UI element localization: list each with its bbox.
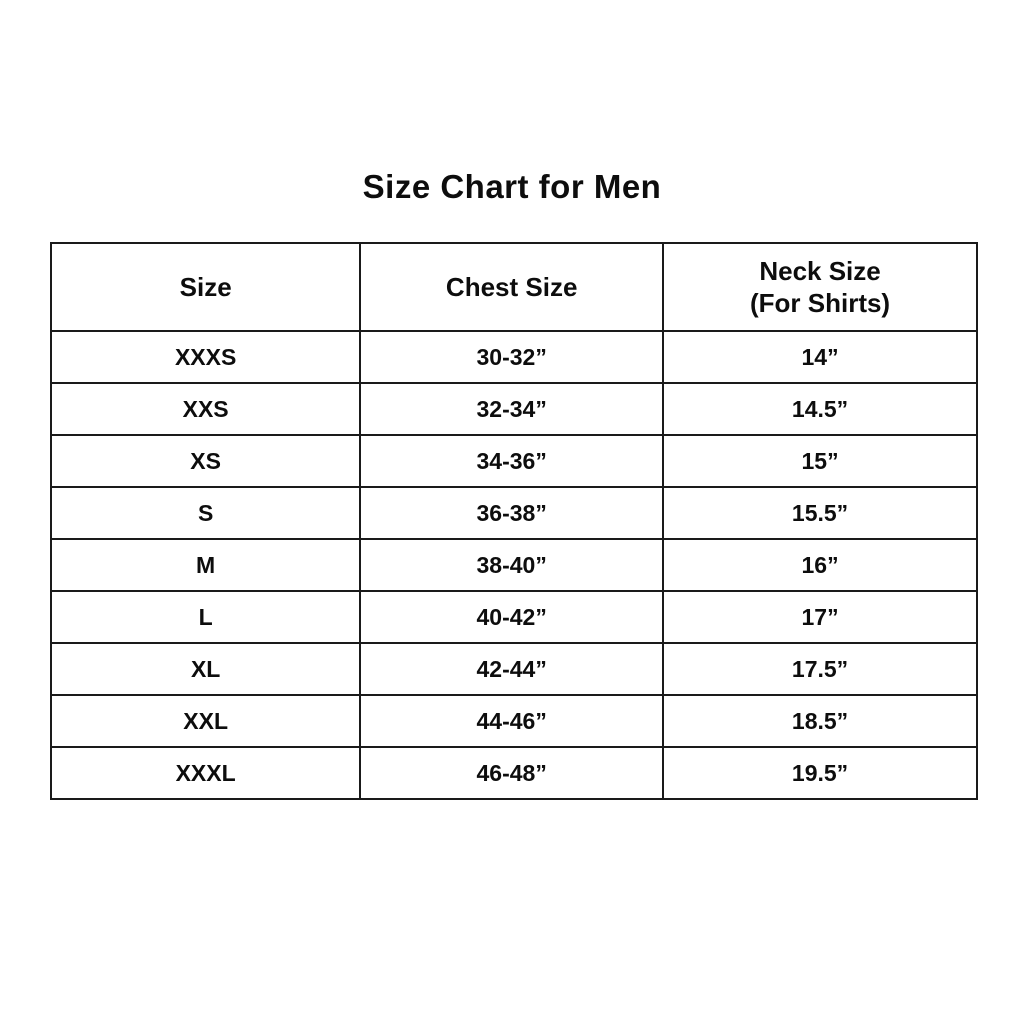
neck-size-cell: 16” [662,538,978,592]
table-header-row: Size Chest Size Neck Size (For Shirts) [49,242,978,332]
chest-size-cell: 40-42” [359,590,665,644]
chest-size-cell: 38-40” [359,538,665,592]
page-title: Size Chart for Men [362,168,662,205]
table-row: S 36-38” 15.5” [49,486,978,540]
column-header-neck-size: Neck Size (For Shirts) [662,242,978,332]
size-cell: L [49,590,362,644]
table-row: L 40-42” 17” [49,590,978,644]
size-chart-table: Size Chest Size Neck Size (For Shirts) X… [49,242,978,800]
neck-size-cell: 14” [662,330,978,384]
table-row: XXXS 30-32” 14” [49,330,978,384]
neck-size-cell: 17” [662,590,978,644]
neck-size-cell: 18.5” [662,694,978,748]
table-row: XXL 44-46” 18.5” [49,694,978,748]
size-cell: XXL [49,694,362,748]
neck-size-header-line1: Neck Size [759,255,881,286]
size-cell: XXXL [49,746,362,800]
neck-size-cell: 19.5” [662,746,978,800]
column-header-chest-size: Chest Size [359,242,665,332]
chest-size-cell: 44-46” [359,694,665,748]
table-row: M 38-40” 16” [49,538,978,592]
size-cell: M [49,538,362,592]
table-body: XXXS 30-32” 14” XXS 32-34” 14.5” XS 34-36” 15” S 3… [49,330,978,800]
table-row: XL 42-44” 17.5” [49,642,978,696]
neck-size-cell: 15.5” [662,486,978,540]
neck-size-cell: 17.5” [662,642,978,696]
size-cell: XS [49,434,362,488]
chest-size-cell: 34-36” [359,434,665,488]
size-cell: S [49,486,362,540]
neck-size-cell: 15” [662,434,978,488]
table-row: XS 34-36” 15” [49,434,978,488]
chest-size-cell: 30-32” [359,330,665,384]
size-cell: XL [49,642,362,696]
chest-size-cell: 36-38” [359,486,665,540]
neck-size-header-line2: (For Shirts) [749,288,891,318]
table-row: XXS 32-34” 14.5” [49,382,978,436]
size-cell: XXXS [49,330,362,384]
chest-size-cell: 32-34” [359,382,665,436]
chest-size-cell: 46-48” [359,746,665,800]
column-header-size: Size [49,242,362,332]
neck-size-cell: 14.5” [662,382,978,436]
chest-size-cell: 42-44” [359,642,665,696]
size-cell: XXS [49,382,362,436]
table-row: XXXL 46-48” 19.5” [49,746,978,800]
